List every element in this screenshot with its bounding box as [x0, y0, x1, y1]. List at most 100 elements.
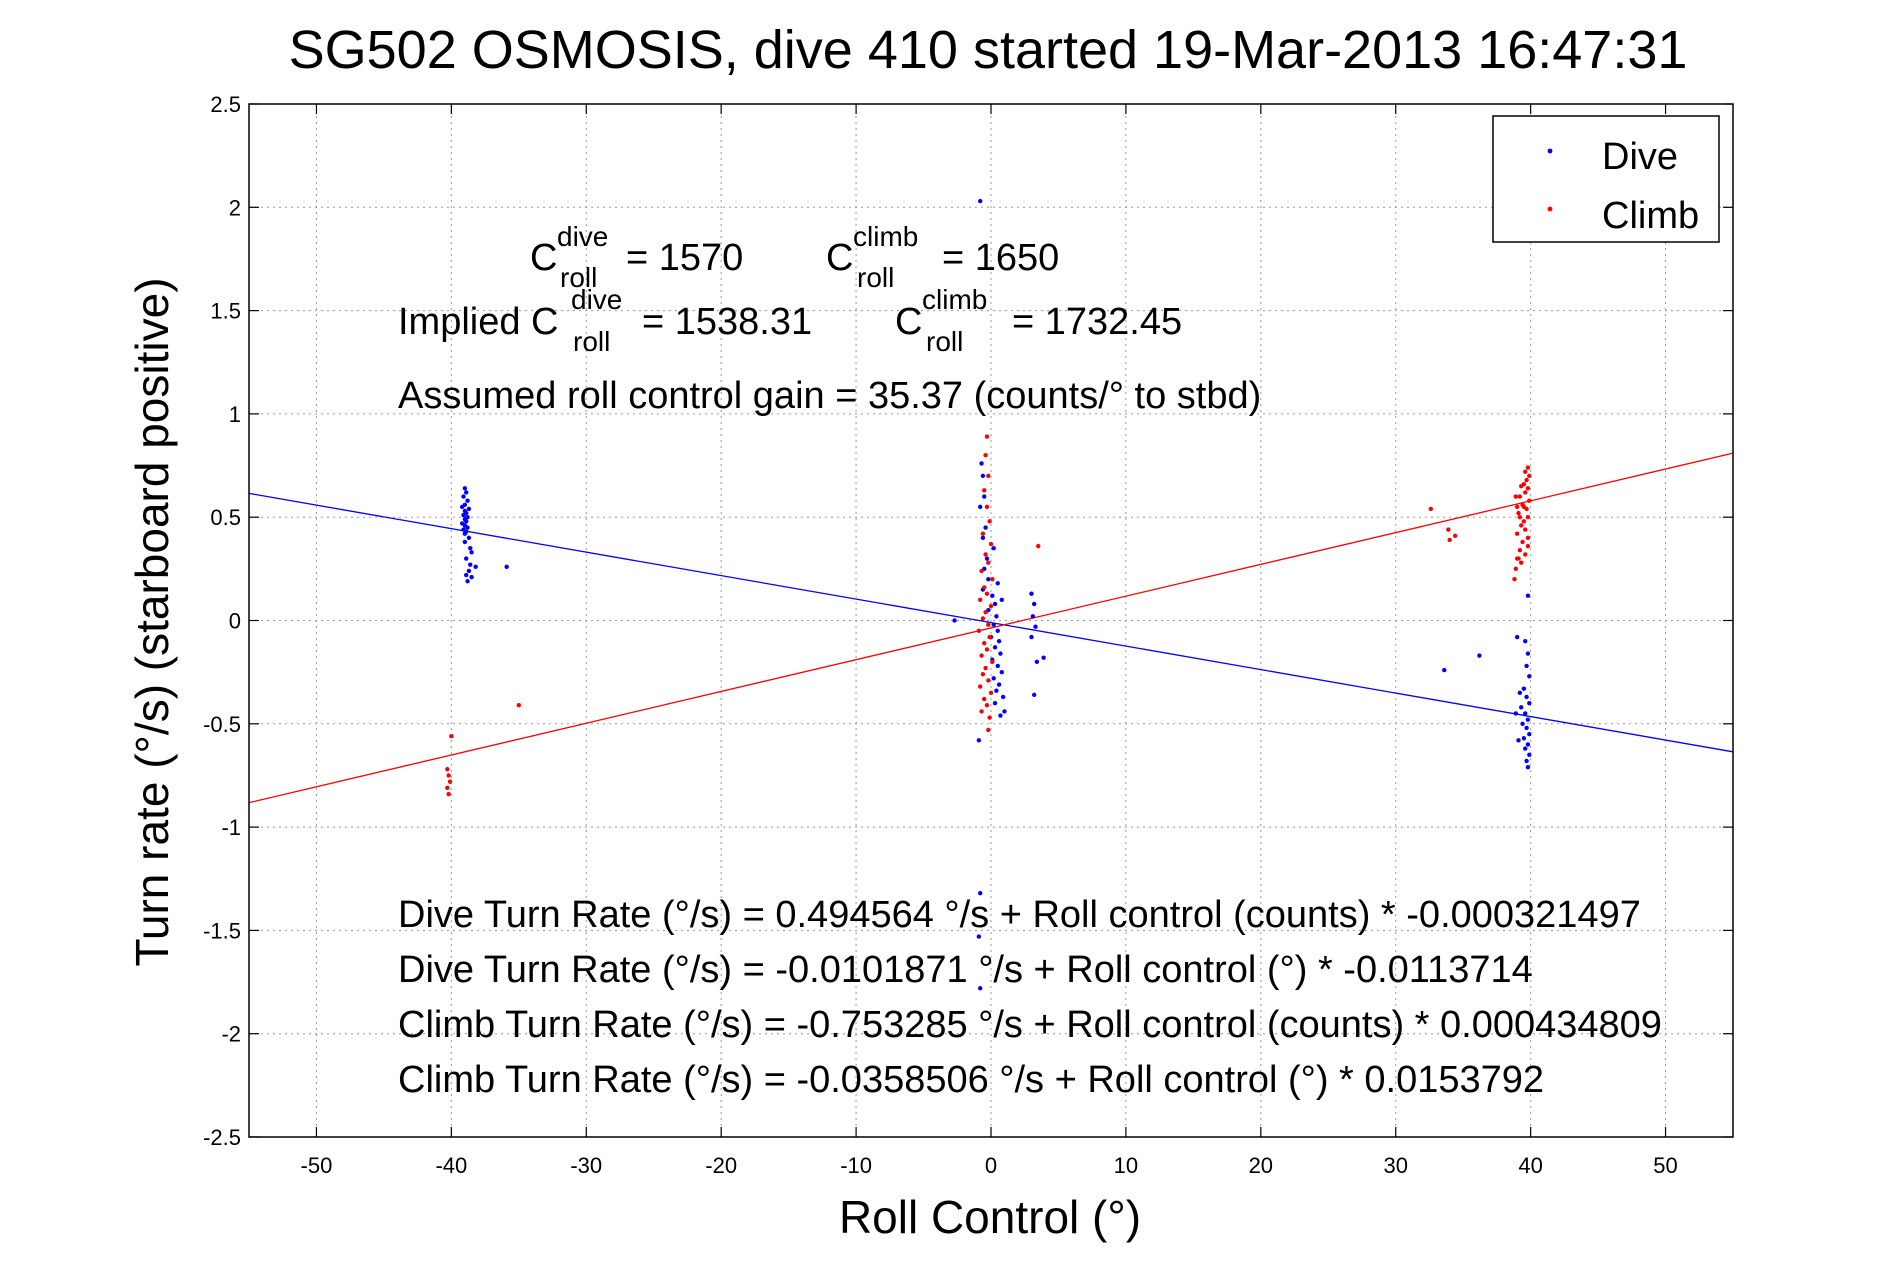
x-tick-label: 0 — [985, 1153, 997, 1178]
point-dive — [1514, 634, 1520, 640]
point-climb — [1525, 535, 1531, 541]
point-dive — [998, 651, 1003, 656]
point-climb — [1523, 490, 1528, 495]
point-climb — [982, 641, 987, 646]
point-climb — [1525, 486, 1531, 491]
x-tick-label: -10 — [840, 1153, 872, 1178]
point-dive — [462, 539, 468, 545]
point-dive — [984, 556, 990, 561]
point-climb — [1514, 504, 1520, 510]
point-dive — [1477, 653, 1482, 658]
point-dive — [459, 504, 465, 510]
equation-dive-degrees: Dive Turn Rate (°/s) = -0.0101871 °/s + … — [398, 949, 1533, 991]
point-dive — [980, 473, 986, 479]
y-tick-label: 1.5 — [210, 299, 241, 324]
point-climb — [988, 603, 994, 609]
x-tick-label: 30 — [1383, 1153, 1407, 1178]
c-roll-climb-base: C — [826, 237, 853, 279]
point-climb — [1512, 576, 1517, 582]
point-climb — [979, 568, 984, 574]
point-climb — [1520, 539, 1525, 545]
c-roll-climb-sup: climb — [853, 221, 918, 252]
point-climb — [986, 473, 991, 479]
point-climb — [986, 560, 991, 565]
point-dive — [1031, 601, 1037, 607]
point-dive — [991, 622, 996, 627]
fit-line-dive — [248, 492, 1734, 753]
point-dive — [1527, 731, 1532, 737]
point-climb — [988, 541, 994, 547]
point-dive — [1030, 614, 1036, 619]
x-tick-label: -50 — [301, 1153, 333, 1178]
point-climb — [1516, 510, 1521, 516]
point-dive — [991, 676, 996, 681]
y-axis-label: Turn rate (°/s) (starboard positive) — [126, 277, 178, 966]
point-dive — [983, 525, 988, 530]
point-climb — [1518, 484, 1524, 489]
point-climb — [1527, 473, 1532, 479]
point-dive — [1525, 764, 1531, 770]
y-tick-label: 2.5 — [210, 92, 241, 117]
c-roll-climb-sub: roll — [857, 262, 894, 293]
point-dive — [462, 531, 468, 536]
x-tick-label: -20 — [705, 1153, 737, 1178]
implied-dive-annotation: Implied C dive roll = 1538.31 — [398, 284, 812, 357]
point-dive — [465, 579, 470, 584]
point-climb — [1514, 531, 1520, 536]
point-dive — [1524, 694, 1529, 700]
point-climb — [1517, 494, 1523, 499]
y-tick-label: -1.5 — [203, 918, 241, 943]
point-dive — [461, 494, 466, 499]
point-climb — [1452, 533, 1458, 538]
point-climb — [516, 703, 522, 708]
point-climb — [984, 703, 990, 708]
point-dive — [1527, 752, 1532, 757]
point-climb — [983, 665, 988, 671]
implied-dive-sup: dive — [571, 284, 622, 315]
point-dive — [1442, 667, 1447, 673]
y-tick-label: 2 — [229, 195, 241, 220]
implied-prefix: Implied C — [398, 301, 559, 343]
legend-dive-label: Dive — [1602, 136, 1678, 178]
point-climb — [449, 733, 454, 739]
point-climb — [984, 504, 990, 510]
point-climb — [1517, 548, 1523, 553]
point-climb — [984, 591, 990, 596]
x-tick-label: 10 — [1114, 1153, 1138, 1178]
legend-dive-marker — [1547, 148, 1553, 154]
point-climb — [988, 690, 994, 696]
x-axis-label: Roll Control (°) — [839, 1191, 1141, 1243]
point-dive — [1527, 674, 1532, 679]
point-climb — [987, 519, 992, 524]
point-climb — [979, 709, 984, 714]
point-dive — [980, 535, 986, 541]
fit-line-climb — [248, 452, 1734, 804]
point-dive — [978, 986, 983, 991]
point-dive — [992, 700, 998, 706]
point-climb — [447, 779, 453, 784]
point-climb — [1523, 469, 1528, 474]
point-climb — [978, 597, 983, 603]
point-climb — [1518, 523, 1524, 528]
point-dive — [464, 490, 469, 495]
point-dive — [464, 519, 469, 524]
y-tick-label: 1 — [229, 402, 241, 427]
point-dive — [469, 574, 474, 580]
point-climb — [1521, 519, 1527, 524]
point-dive — [996, 682, 1002, 687]
point-dive — [979, 461, 984, 466]
implied-climb-sub: roll — [926, 326, 963, 357]
point-climb — [1525, 543, 1531, 549]
point-dive — [1527, 700, 1532, 706]
point-dive — [1000, 694, 1006, 700]
point-climb — [986, 622, 991, 627]
point-dive — [465, 498, 470, 503]
point-climb — [984, 434, 990, 439]
point-dive — [1029, 634, 1034, 640]
point-climb — [980, 531, 986, 536]
point-dive — [1521, 686, 1527, 691]
point-dive — [999, 669, 1004, 675]
y-tick-label: -2 — [221, 1022, 241, 1047]
point-climb — [979, 653, 984, 658]
